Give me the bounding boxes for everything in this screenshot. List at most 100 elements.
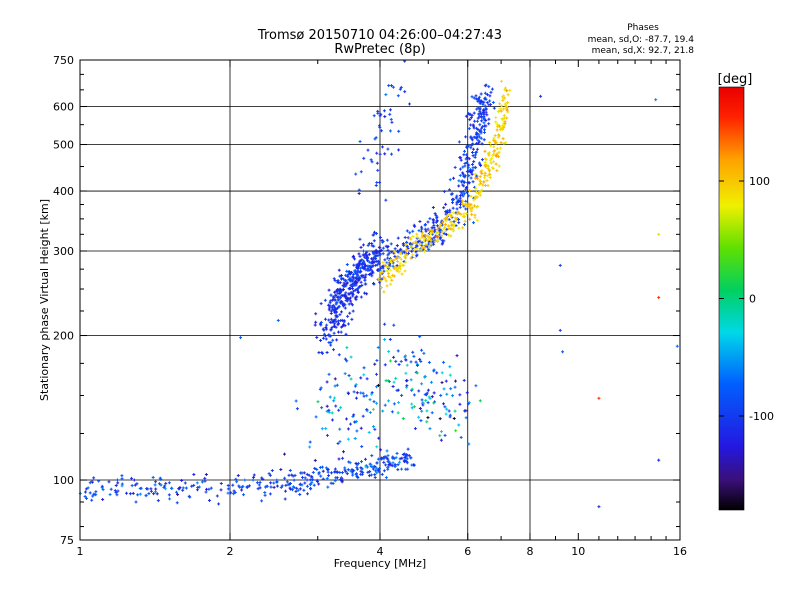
data-point: [432, 223, 436, 227]
data-point: [473, 196, 477, 200]
data-point: [369, 463, 373, 467]
data-point: [432, 401, 436, 405]
data-point: [360, 258, 364, 262]
data-point: [458, 393, 462, 397]
data-point: [359, 472, 363, 476]
data-point: [403, 90, 407, 94]
y-tick-label: 400: [53, 185, 74, 198]
data-point: [469, 203, 473, 207]
data-point: [305, 478, 309, 482]
data-point: [354, 172, 358, 176]
data-point: [144, 494, 148, 498]
chart-title-line1: Tromsø 20150710 04:26:00–04:27:43: [257, 28, 502, 43]
data-point: [374, 254, 378, 258]
data-point: [384, 93, 388, 97]
data-point: [558, 328, 562, 332]
data-point: [408, 102, 412, 106]
data-point: [415, 363, 419, 367]
data-point: [423, 227, 427, 231]
data-point: [341, 288, 345, 292]
data-point: [476, 119, 480, 123]
data-point: [369, 272, 373, 276]
data-point: [597, 505, 601, 509]
data-point: [383, 338, 387, 342]
data-point: [320, 351, 324, 355]
data-point: [357, 278, 361, 282]
data-point: [178, 485, 182, 489]
data-point: [377, 124, 381, 128]
data-point: [478, 399, 482, 403]
data-point: [320, 427, 324, 431]
data-point: [388, 108, 392, 112]
data-point: [428, 427, 432, 431]
data-point: [235, 480, 239, 484]
data-point: [347, 374, 351, 378]
data-point: [343, 306, 347, 310]
data-point: [443, 405, 447, 409]
data-point: [480, 126, 484, 130]
data-point: [392, 380, 396, 384]
data-point: [337, 408, 341, 412]
data-point: [366, 148, 370, 152]
data-point: [506, 93, 510, 97]
data-point: [466, 166, 470, 170]
data-point: [382, 290, 386, 294]
data-point: [364, 465, 368, 469]
data-point: [333, 479, 337, 483]
data-point: [283, 452, 287, 456]
data-point: [373, 137, 377, 141]
data-point: [380, 145, 384, 149]
data-point: [380, 129, 384, 133]
data-point: [372, 230, 376, 234]
data-point: [451, 211, 455, 215]
data-point: [502, 141, 506, 145]
data-point: [352, 390, 356, 394]
data-point: [410, 387, 414, 391]
data-point: [454, 219, 458, 223]
data-point: [420, 241, 424, 245]
data-point: [462, 212, 466, 216]
stats-line-o: mean, sd,O: -87.7, 19.4: [588, 35, 695, 45]
data-point: [379, 267, 383, 271]
data-point: [308, 440, 312, 444]
data-point: [454, 429, 458, 433]
data-point: [355, 391, 359, 395]
data-point: [392, 355, 396, 359]
data-point: [83, 490, 87, 494]
data-point: [351, 294, 355, 298]
data-point: [342, 319, 346, 323]
data-point: [336, 323, 340, 327]
data-point: [113, 489, 117, 493]
x-tick-label: 6: [464, 545, 471, 558]
data-point: [275, 484, 279, 488]
data-point: [495, 169, 499, 173]
data-point: [404, 260, 408, 264]
data-point: [448, 365, 452, 369]
data-point: [367, 265, 371, 269]
data-point: [92, 476, 96, 480]
data-point: [440, 230, 444, 234]
data-point: [473, 119, 477, 123]
data-point: [415, 235, 419, 239]
data-point: [308, 482, 312, 486]
colorbar-tick-label: 100: [749, 175, 770, 188]
data-point: [366, 470, 370, 474]
data-point: [345, 269, 349, 273]
data-point: [343, 466, 347, 470]
data-point: [373, 260, 377, 264]
data-point: [475, 176, 479, 180]
data-point: [334, 313, 338, 317]
data-point: [92, 492, 96, 496]
data-point: [334, 404, 338, 408]
data-point: [371, 258, 375, 262]
data-point: [492, 145, 496, 149]
data-point: [381, 239, 385, 243]
data-point: [374, 469, 378, 473]
data-point: [498, 146, 502, 150]
data-point: [440, 371, 444, 375]
data-point: [329, 317, 333, 321]
data-point: [420, 398, 424, 402]
data-point: [490, 166, 494, 170]
data-point: [473, 153, 477, 157]
data-point: [183, 481, 187, 485]
